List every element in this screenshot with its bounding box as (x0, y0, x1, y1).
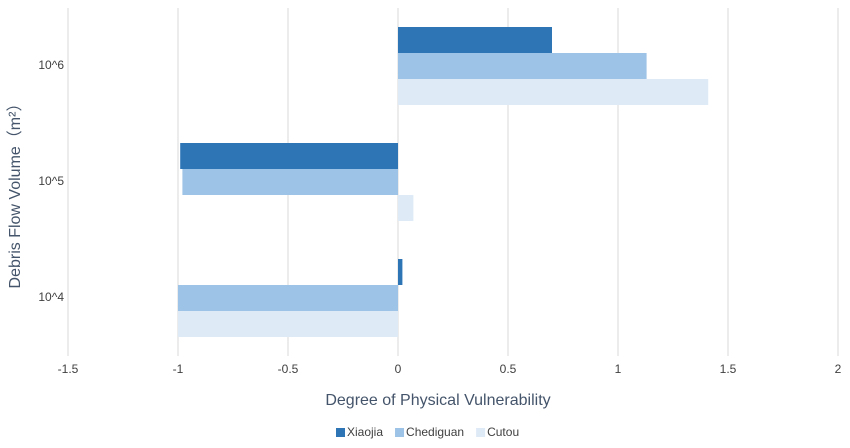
bar (180, 143, 398, 169)
y-axis-title: Debris Flow Volume（m²） (6, 96, 24, 289)
bar (398, 53, 647, 79)
x-axis-title: Degree of Physical Vulnerability (325, 392, 550, 409)
legend-label: Xiaojia (347, 425, 383, 439)
bar (182, 169, 398, 195)
x-tick-label: -0.5 (278, 362, 299, 376)
bar (178, 285, 398, 311)
x-tick-label: 0.5 (500, 362, 517, 376)
x-tick-label: 1 (615, 362, 622, 376)
y-tick-label: 10^5 (38, 174, 64, 188)
legend-swatch (336, 428, 345, 437)
x-tick-label: 1.5 (720, 362, 737, 376)
bar (398, 27, 552, 53)
x-tick-label: -1 (173, 362, 184, 376)
y-tick-label: 10^6 (38, 58, 64, 72)
x-tick-label: -1.5 (58, 362, 79, 376)
bar (398, 259, 403, 285)
legend-label: Chediguan (406, 425, 464, 439)
legend-swatch (395, 428, 405, 437)
y-tick-label: 10^4 (38, 290, 64, 304)
x-tick-label: 0 (395, 362, 402, 376)
bar (398, 79, 709, 105)
legend-swatch (476, 428, 486, 437)
bar (178, 311, 398, 337)
legend-label: Cutou (487, 425, 519, 439)
x-tick-label: 2 (835, 362, 842, 376)
bar (398, 195, 414, 221)
